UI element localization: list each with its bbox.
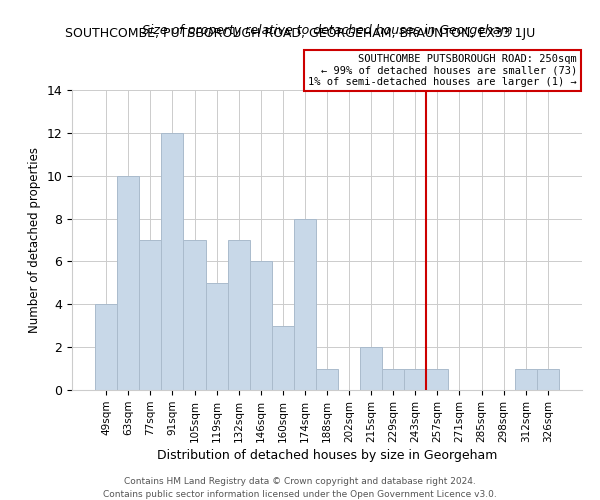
Text: SOUTHCOMBE PUTSBOROUGH ROAD: 250sqm
← 99% of detached houses are smaller (73)
1%: SOUTHCOMBE PUTSBOROUGH ROAD: 250sqm ← 99… <box>308 54 577 87</box>
Y-axis label: Number of detached properties: Number of detached properties <box>28 147 41 333</box>
Bar <box>515 368 537 390</box>
Bar <box>227 240 250 390</box>
Bar <box>316 368 338 390</box>
Bar <box>184 240 206 390</box>
X-axis label: Distribution of detached houses by size in Georgeham: Distribution of detached houses by size … <box>157 449 497 462</box>
Bar <box>404 368 427 390</box>
Bar <box>161 133 184 390</box>
Bar <box>537 368 559 390</box>
Bar <box>95 304 117 390</box>
Bar <box>382 368 404 390</box>
Bar <box>139 240 161 390</box>
Bar <box>272 326 294 390</box>
Bar <box>294 218 316 390</box>
Bar <box>427 368 448 390</box>
Text: Contains HM Land Registry data © Crown copyright and database right 2024.: Contains HM Land Registry data © Crown c… <box>124 478 476 486</box>
Title: Size of property relative to detached houses in Georgeham: Size of property relative to detached ho… <box>142 24 512 38</box>
Bar <box>206 283 227 390</box>
Bar <box>117 176 139 390</box>
Text: SOUTHCOMBE, PUTSBOROUGH ROAD, GEORGEHAM, BRAUNTON, EX33 1JU: SOUTHCOMBE, PUTSBOROUGH ROAD, GEORGEHAM,… <box>65 28 535 40</box>
Bar <box>250 262 272 390</box>
Text: Contains public sector information licensed under the Open Government Licence v3: Contains public sector information licen… <box>103 490 497 499</box>
Bar <box>360 347 382 390</box>
